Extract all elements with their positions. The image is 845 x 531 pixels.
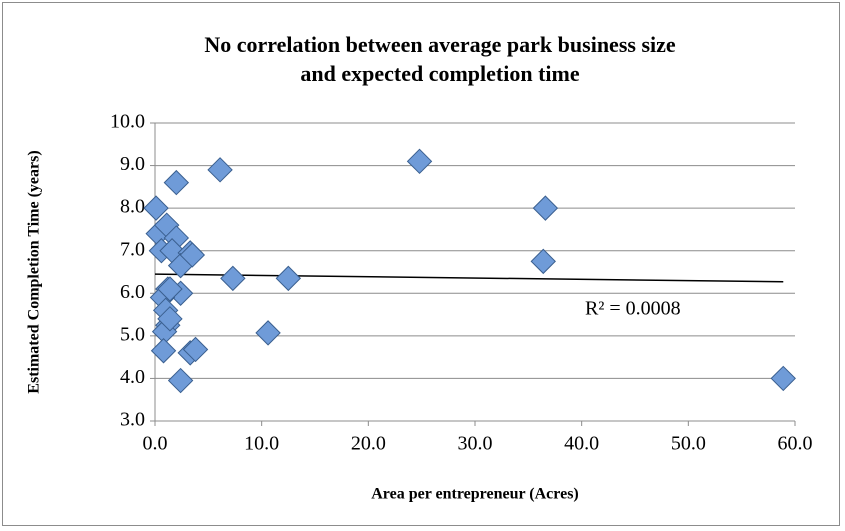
x-tick-label: 10.0 xyxy=(244,433,279,455)
x-tick-label: 40.0 xyxy=(564,433,599,455)
data-point xyxy=(530,248,556,275)
data-point xyxy=(770,365,796,392)
chart-title: No correlation between average park busi… xyxy=(204,32,676,86)
x-tick-label: 0.0 xyxy=(143,433,168,455)
y-tick-label: 10.0 xyxy=(110,111,145,133)
data-point xyxy=(207,157,233,183)
data-point xyxy=(157,276,183,302)
x-tick-label: 50.0 xyxy=(671,433,706,455)
data-point xyxy=(220,265,246,292)
data-point xyxy=(179,242,206,268)
data-point xyxy=(157,306,183,332)
y-tick-label: 6.0 xyxy=(120,281,145,303)
y-tick-label: 5.0 xyxy=(120,323,145,345)
chart-frame xyxy=(2,2,840,526)
y-tick-label: 9.0 xyxy=(120,153,145,175)
data-point xyxy=(167,367,194,394)
data-point xyxy=(275,265,302,292)
y-tick-label: 8.0 xyxy=(120,196,145,218)
x-tick-label: 20.0 xyxy=(351,433,386,455)
data-point xyxy=(406,148,433,175)
y-axis-label: Estimated Completion Time (years) xyxy=(26,150,43,393)
x-tick-label: 30.0 xyxy=(458,433,493,455)
trendline xyxy=(154,273,784,283)
y-tick-label: 3.0 xyxy=(120,409,145,431)
data-point xyxy=(182,336,209,363)
x-tick-label: 60.0 xyxy=(778,433,813,455)
r-squared-annotation: R² = 0.0008 xyxy=(585,298,681,320)
data-point xyxy=(163,169,190,196)
data-point xyxy=(255,320,281,346)
data-point xyxy=(150,338,177,364)
y-tick-label: 4.0 xyxy=(120,366,145,388)
y-tick-label: 7.0 xyxy=(120,238,145,260)
data-point xyxy=(143,195,169,221)
x-axis-label: Area per entrepreneur (Acres) xyxy=(371,486,579,503)
data-point xyxy=(532,195,559,221)
